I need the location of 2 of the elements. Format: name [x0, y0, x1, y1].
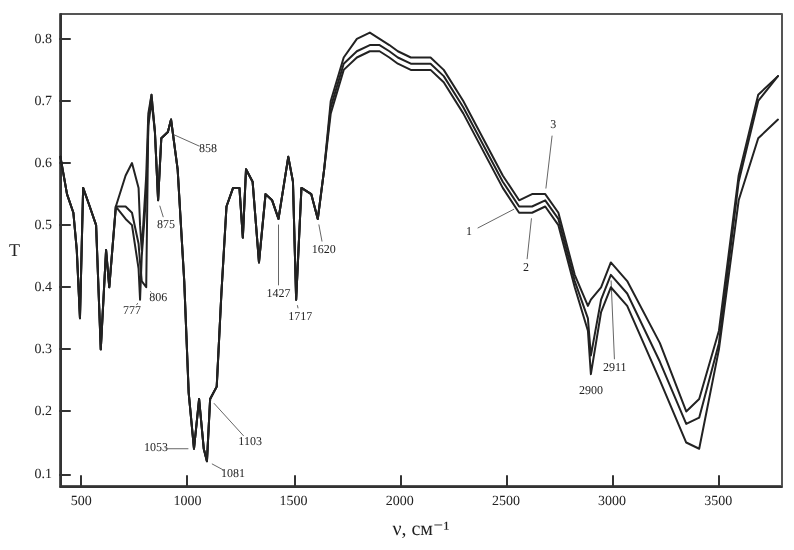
x-axis-title: ν, см⁻¹	[392, 519, 450, 541]
y-axis-title: T	[9, 240, 21, 260]
